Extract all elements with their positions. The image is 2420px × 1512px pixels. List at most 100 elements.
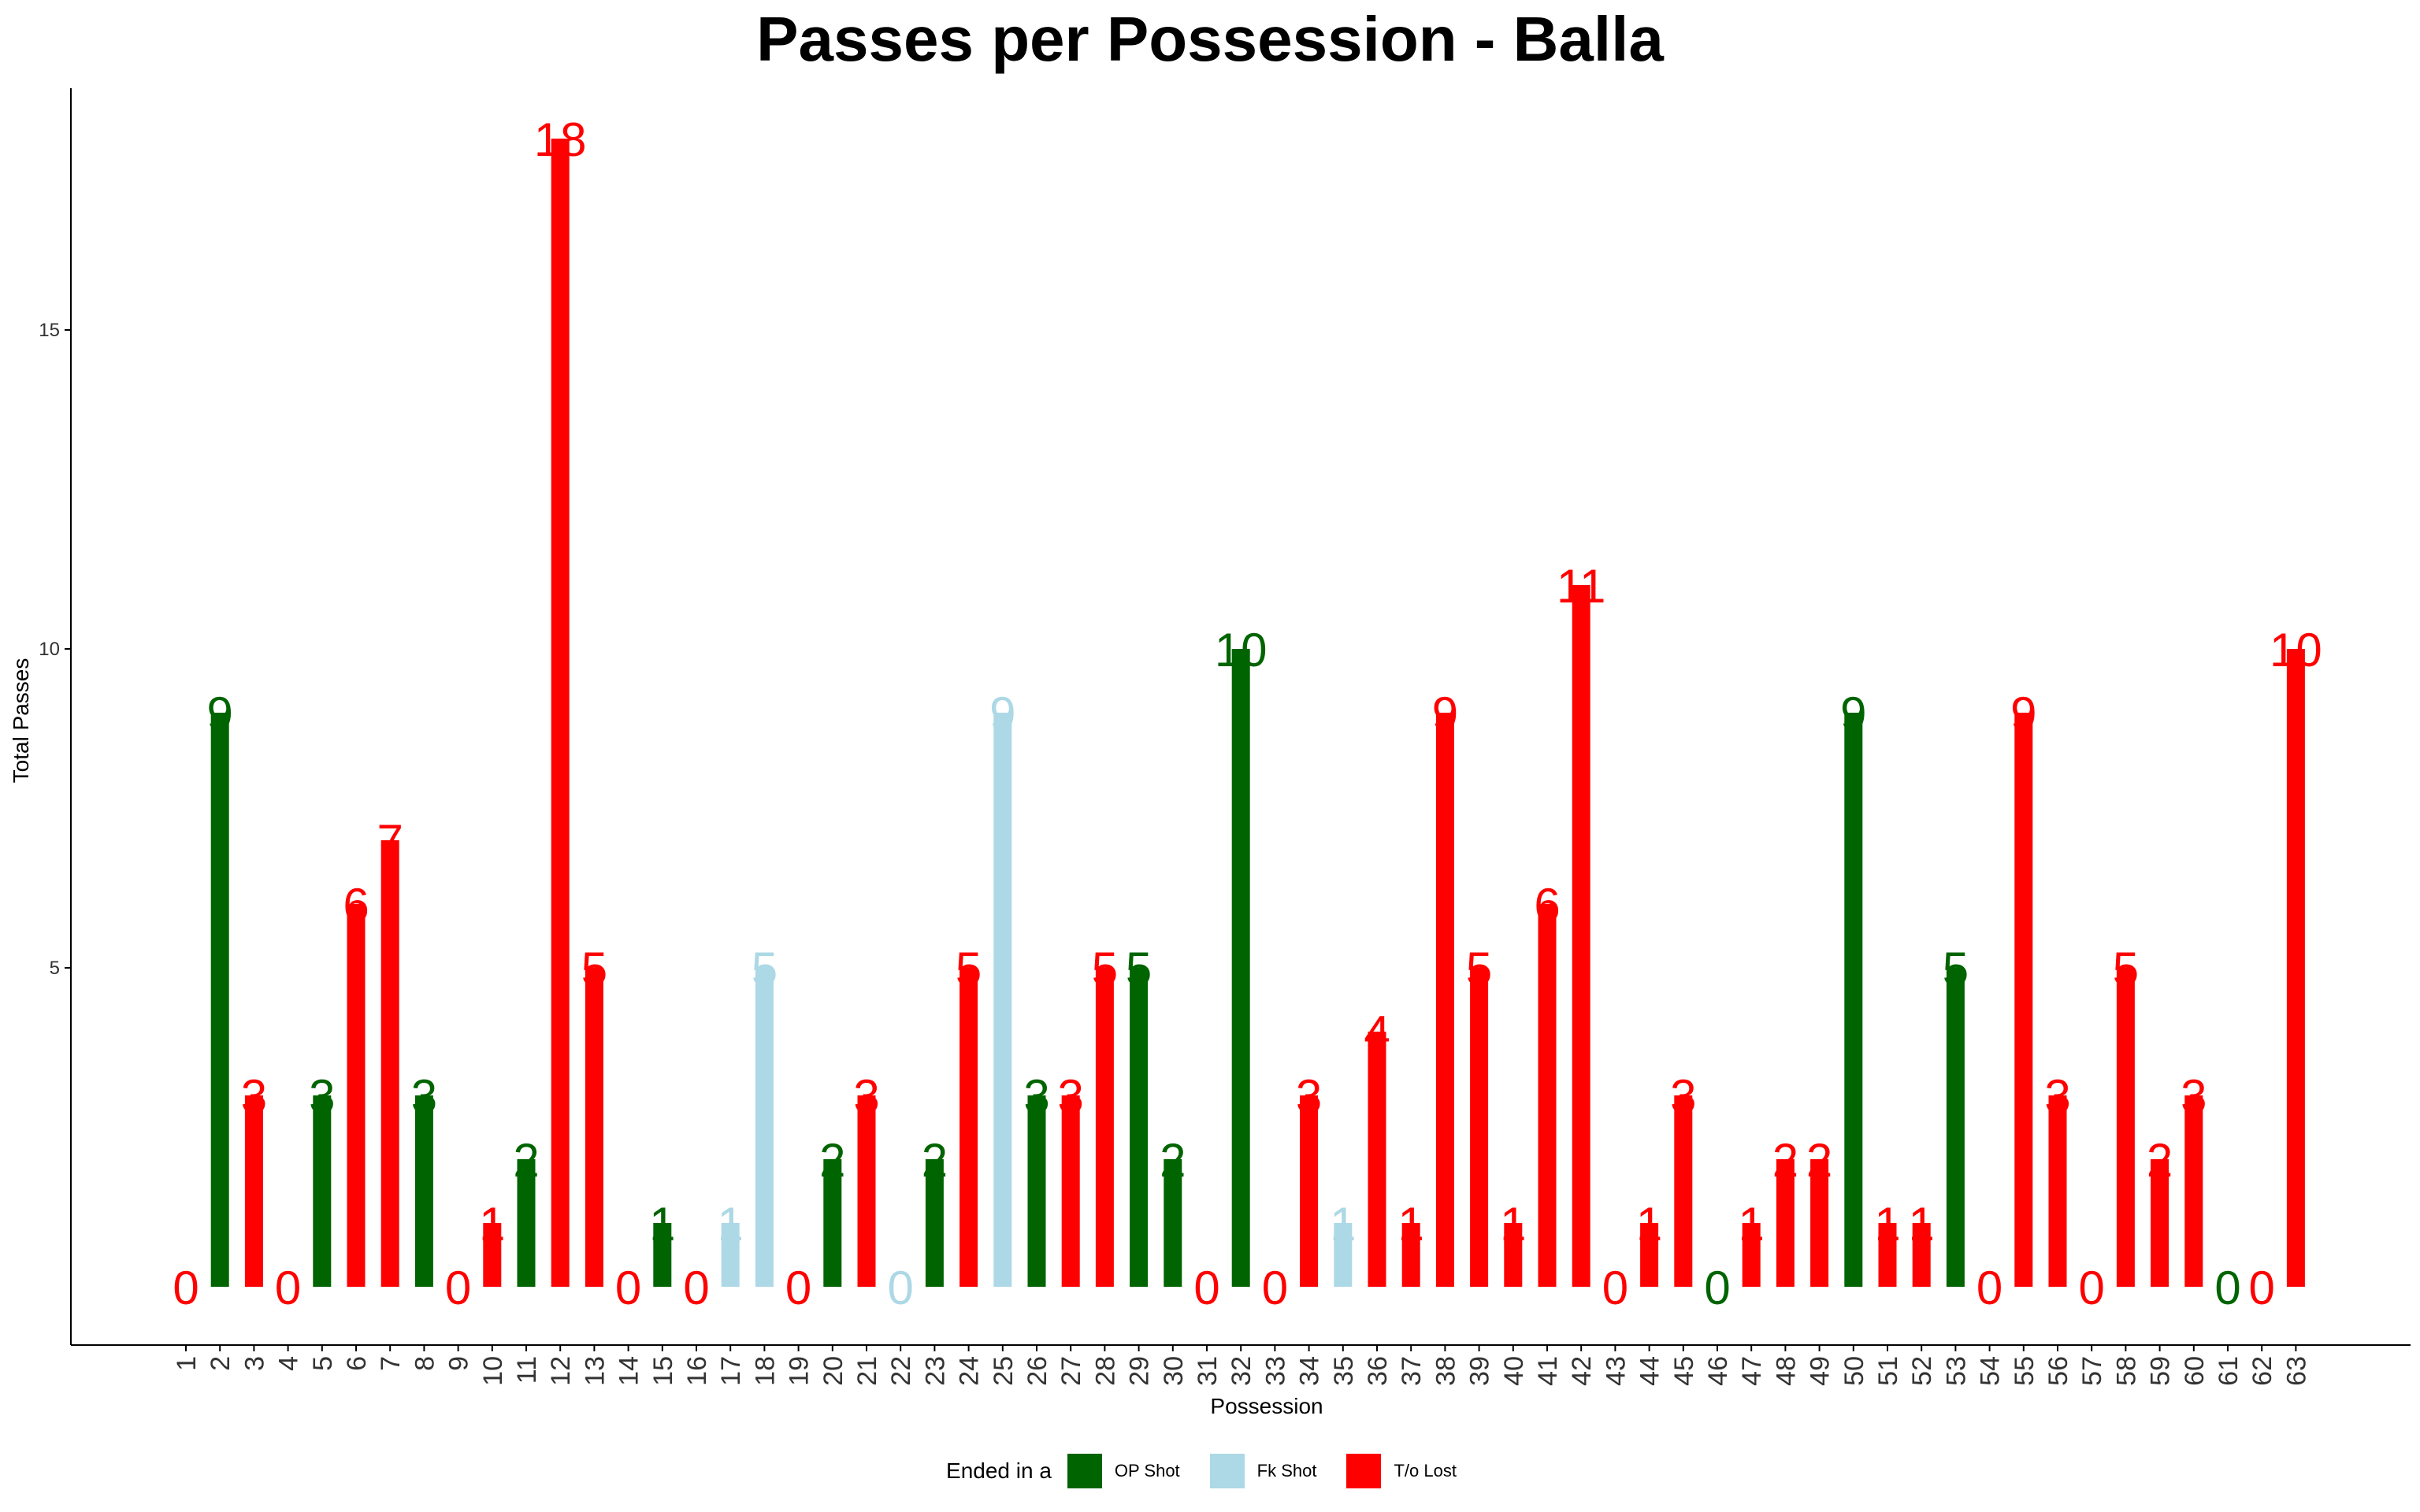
bar-value-label: 5 (956, 943, 982, 995)
bar-value-label: 2 (1806, 1134, 1832, 1187)
bar-possession-35 (1334, 1223, 1353, 1287)
bar-value-label: 5 (1126, 943, 1152, 995)
bar-value-label: 6 (1534, 879, 1560, 932)
bar-possession-25 (993, 713, 1012, 1287)
bar-value-label: 18 (534, 113, 587, 166)
x-tick-label: 63 (2281, 1356, 2311, 1386)
x-tick-label: 1 (172, 1356, 202, 1371)
bar-possession-23 (925, 1159, 944, 1287)
bar-value-label: 1 (1739, 1198, 1765, 1251)
bar-possession-50 (1844, 713, 1863, 1287)
bar-value-label: 0 (445, 1262, 471, 1314)
x-tick-label: 52 (1907, 1356, 1937, 1386)
x-tick-label: 62 (2247, 1356, 2277, 1386)
x-tick-label: 12 (546, 1356, 576, 1386)
bar-value-label: 9 (1432, 687, 1458, 740)
bar-value-label: 1 (479, 1198, 505, 1251)
bar-possession-42 (1572, 585, 1590, 1287)
x-tick-label: 55 (2010, 1356, 2040, 1386)
x-tick-label: 60 (2180, 1356, 2210, 1386)
x-tick-label: 33 (1260, 1356, 1290, 1386)
bar-possession-63 (2286, 649, 2305, 1287)
x-tick-label: 43 (1601, 1356, 1631, 1386)
bar-value-label: 0 (615, 1262, 641, 1314)
x-tick-label: 15 (648, 1356, 678, 1386)
legend-title: Ended in a (946, 1458, 1052, 1483)
x-tick-label: 5 (308, 1356, 338, 1371)
x-tick-label: 7 (376, 1356, 406, 1371)
y-tick-label: 5 (50, 958, 60, 979)
bar-value-label: 0 (2214, 1262, 2240, 1314)
x-tick-label: 25 (989, 1356, 1019, 1386)
bar-possession-7 (380, 840, 399, 1287)
bar-value-label: 0 (1193, 1262, 1219, 1314)
bars (210, 139, 2305, 1287)
x-tick-label: 28 (1090, 1356, 1120, 1386)
bar-possession-58 (2116, 968, 2135, 1287)
bar-possession-47 (1742, 1223, 1761, 1287)
bar-possession-45 (1674, 1095, 1693, 1287)
x-tick-label: 61 (2214, 1356, 2244, 1386)
bar-possession-20 (823, 1159, 842, 1287)
bar-possession-21 (857, 1095, 876, 1287)
x-tick-label: 22 (886, 1356, 916, 1386)
legend-label-fk-shot: Fk Shot (1256, 1461, 1317, 1480)
bar-value-label: 2 (819, 1134, 845, 1187)
x-tick-label: 59 (2146, 1356, 2176, 1386)
bar-value-label: 0 (275, 1262, 301, 1314)
x-tick-label: 24 (955, 1356, 985, 1386)
x-tick-label: 2 (206, 1356, 236, 1371)
x-tick-label: 45 (1669, 1356, 1699, 1386)
bar-value-label: 0 (2079, 1262, 2105, 1314)
bar-value-label: 0 (785, 1262, 811, 1314)
bar-value-label: 1 (1330, 1198, 1356, 1251)
bar-possession-2 (210, 713, 229, 1287)
bar-possession-34 (1300, 1095, 1319, 1287)
legend-key-fk-shot (1209, 1454, 1245, 1488)
x-tick-label: 41 (1533, 1356, 1563, 1386)
x-tick-label: 56 (2043, 1356, 2073, 1386)
x-tick-label: 6 (342, 1356, 372, 1371)
bar-value-label: 5 (2113, 943, 2139, 995)
bar-value-label: 4 (1364, 1006, 1390, 1059)
bar-value-label: 5 (1466, 943, 1492, 995)
bar-value-label: 9 (2010, 687, 2036, 740)
x-tick-label: 10 (478, 1356, 508, 1386)
bar-possession-8 (414, 1095, 433, 1287)
bar-value-label: 0 (888, 1262, 914, 1314)
x-tick-label: 31 (1193, 1356, 1223, 1386)
bar-value-label: 0 (2249, 1262, 2275, 1314)
bar-value-label: 7 (377, 815, 403, 868)
bar-value-label: 5 (581, 943, 607, 995)
bar-value-label: 3 (2181, 1070, 2207, 1123)
x-tick-label: 39 (1465, 1356, 1495, 1386)
bar-possession-53 (1946, 968, 1965, 1287)
bar-value-label: 3 (1296, 1070, 1322, 1123)
bar-possession-18 (755, 968, 774, 1287)
bar-value-label: 3 (1058, 1070, 1084, 1123)
bar-possession-30 (1164, 1159, 1182, 1287)
x-tick-label: 53 (1941, 1356, 1971, 1386)
bar-possession-55 (2014, 713, 2033, 1287)
y-tick-label: 15 (39, 320, 60, 341)
legend-label-op-shot: OP Shot (1114, 1461, 1180, 1480)
bar-value-label: 11 (1557, 560, 1605, 613)
bar-possession-38 (1435, 713, 1454, 1287)
bar-possession-11 (517, 1159, 536, 1287)
bar-possession-29 (1130, 968, 1149, 1287)
bar-value-label: 3 (853, 1070, 879, 1123)
bar-possession-48 (1776, 1159, 1795, 1287)
bar-possession-44 (1640, 1223, 1659, 1287)
bar-value-label: 3 (1670, 1070, 1696, 1123)
legend-item-fk-shot: Fk Shot (1209, 1454, 1317, 1488)
bar-value-label: 5 (752, 943, 778, 995)
x-tick-label: 49 (1806, 1356, 1835, 1386)
x-tick-label: 13 (580, 1356, 610, 1386)
bar-value-label: 5 (1943, 943, 1969, 995)
x-tick-label: 19 (785, 1356, 815, 1386)
x-axis: 1 2 3 4 5 6 7 8 9 10 11 12 13 14 15 16 17 18 19 20 21 22 23 24 2… (71, 1344, 2411, 1386)
bar-value-label: 10 (1215, 624, 1268, 676)
x-tick-label: 42 (1567, 1356, 1597, 1386)
x-tick-label: 57 (2077, 1356, 2107, 1386)
